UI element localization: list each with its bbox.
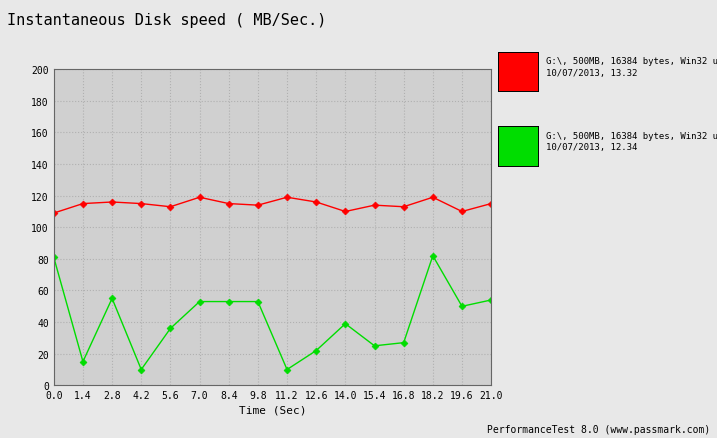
Text: G:\, 500MB, 16384 bytes, Win32 uncached
10/07/2013, 12.34: G:\, 500MB, 16384 bytes, Win32 uncached … <box>546 131 717 152</box>
Text: G:\, 500MB, 16384 bytes, Win32 uncached
10/07/2013, 13.32: G:\, 500MB, 16384 bytes, Win32 uncached … <box>546 57 717 78</box>
X-axis label: Time (Sec): Time (Sec) <box>239 404 306 414</box>
Text: Instantaneous Disk speed ( MB/Sec.): Instantaneous Disk speed ( MB/Sec.) <box>7 13 326 28</box>
Text: PerformanceTest 8.0 (www.passmark.com): PerformanceTest 8.0 (www.passmark.com) <box>487 424 710 434</box>
